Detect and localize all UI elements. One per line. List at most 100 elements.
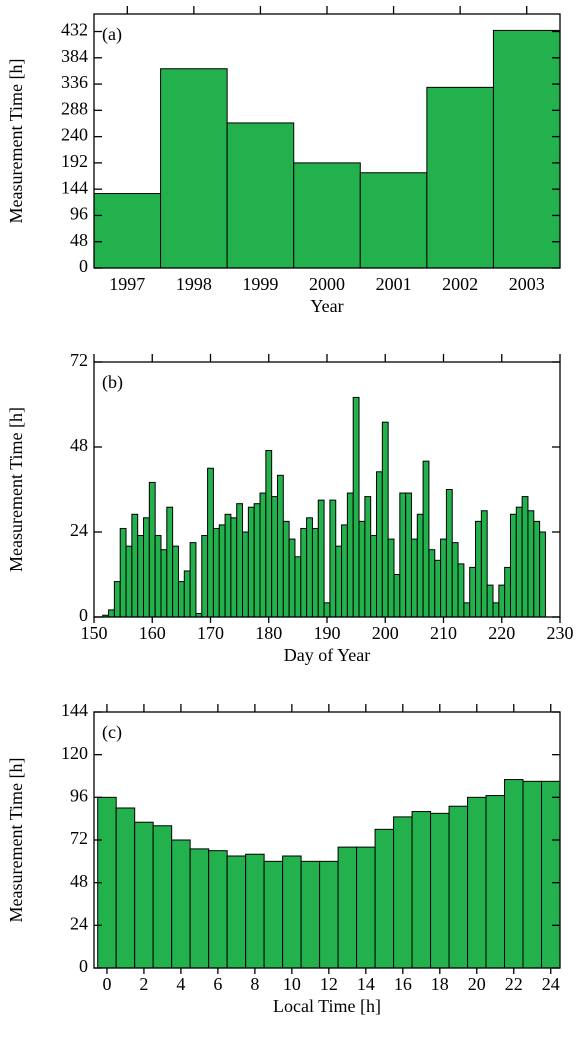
bar [282, 855, 302, 969]
y-tick-label: 432 [61, 20, 88, 40]
y-tick-label: 24 [70, 913, 88, 933]
bar [288, 538, 296, 618]
x-tick-label: 14 [357, 974, 375, 994]
bar [323, 602, 331, 618]
y-tick-label: 48 [70, 230, 88, 250]
bar [189, 542, 197, 618]
x-tick-label: 18 [431, 974, 449, 994]
bar [236, 503, 244, 618]
x-tick-label: 2002 [442, 274, 478, 294]
bar [300, 860, 321, 969]
bar [387, 538, 395, 618]
bar [329, 499, 337, 618]
bar [134, 821, 154, 969]
bar [480, 510, 488, 618]
bar [293, 162, 361, 269]
bar [230, 517, 238, 618]
y-tick-label: 144 [61, 177, 88, 197]
x-axis-label: Local Time [h] [273, 996, 381, 1016]
bar [422, 460, 430, 618]
bar [263, 860, 284, 969]
bar [533, 520, 541, 618]
bar [93, 193, 162, 269]
bar [160, 68, 228, 269]
bar [189, 848, 210, 969]
bar [358, 520, 366, 618]
y-tick-label: 72 [70, 350, 88, 370]
y-tick-label: 48 [70, 871, 88, 891]
bar [218, 524, 226, 618]
bar [115, 807, 136, 969]
bar [242, 531, 249, 618]
y-axis-label: Measurement Time [h] [6, 758, 26, 923]
bar [430, 812, 450, 969]
bar [335, 545, 343, 618]
bar [208, 850, 228, 969]
panel-label: (b) [102, 372, 123, 393]
x-tick-label: 2001 [376, 274, 412, 294]
bar [317, 499, 325, 618]
x-tick-label: 10 [283, 974, 301, 994]
y-tick-label: 48 [70, 435, 88, 455]
bar [224, 513, 232, 618]
y-tick-label: 144 [61, 700, 88, 720]
bar [131, 513, 139, 618]
bar [498, 584, 506, 618]
x-tick-label: 20 [468, 974, 486, 994]
panel-label: (a) [102, 24, 122, 45]
y-tick-label: 192 [61, 151, 88, 171]
y-tick-label: 120 [61, 743, 88, 763]
bar [271, 496, 278, 618]
bar [265, 450, 273, 618]
x-tick-label: 170 [197, 623, 224, 643]
y-tick-label: 336 [61, 72, 88, 92]
bar [282, 520, 290, 618]
bar [405, 492, 412, 618]
bar [416, 513, 424, 618]
bar [504, 779, 524, 969]
bar [171, 839, 191, 969]
x-tick-label: 12 [320, 974, 338, 994]
bar [294, 556, 302, 618]
bar [527, 510, 535, 618]
bar [399, 492, 407, 618]
x-tick-label: 230 [547, 623, 574, 643]
bar [463, 602, 471, 618]
bar [154, 535, 162, 618]
bar [469, 566, 477, 618]
x-tick-label: 0 [102, 974, 111, 994]
bar [160, 549, 168, 618]
bar [485, 795, 506, 969]
bar [177, 581, 185, 618]
x-tick-label: 180 [255, 623, 282, 643]
x-tick-label: 200 [372, 623, 399, 643]
bar [374, 828, 395, 969]
x-tick-label: 2000 [309, 274, 345, 294]
x-tick-label: 8 [250, 974, 259, 994]
bar [247, 506, 255, 618]
bar [207, 467, 214, 618]
bar [113, 581, 121, 618]
x-tick-label: 1997 [109, 274, 145, 294]
bar [411, 811, 432, 969]
bar [521, 496, 529, 618]
y-tick-label: 288 [61, 98, 88, 118]
bar [341, 524, 348, 618]
bar [253, 503, 261, 618]
bar [148, 481, 156, 618]
bar [467, 796, 487, 969]
bar [201, 535, 209, 618]
y-tick-label: 24 [70, 520, 88, 540]
x-tick-label: 150 [81, 623, 108, 643]
bar [492, 602, 500, 618]
bar [434, 559, 442, 618]
bar [370, 535, 378, 618]
bar [300, 527, 308, 618]
y-axis-label: Measurement Time [h] [6, 59, 26, 224]
bar [119, 527, 127, 618]
bar [451, 542, 459, 618]
y-tick-label: 240 [61, 125, 88, 145]
x-tick-label: 22 [505, 974, 523, 994]
bar [539, 531, 546, 618]
